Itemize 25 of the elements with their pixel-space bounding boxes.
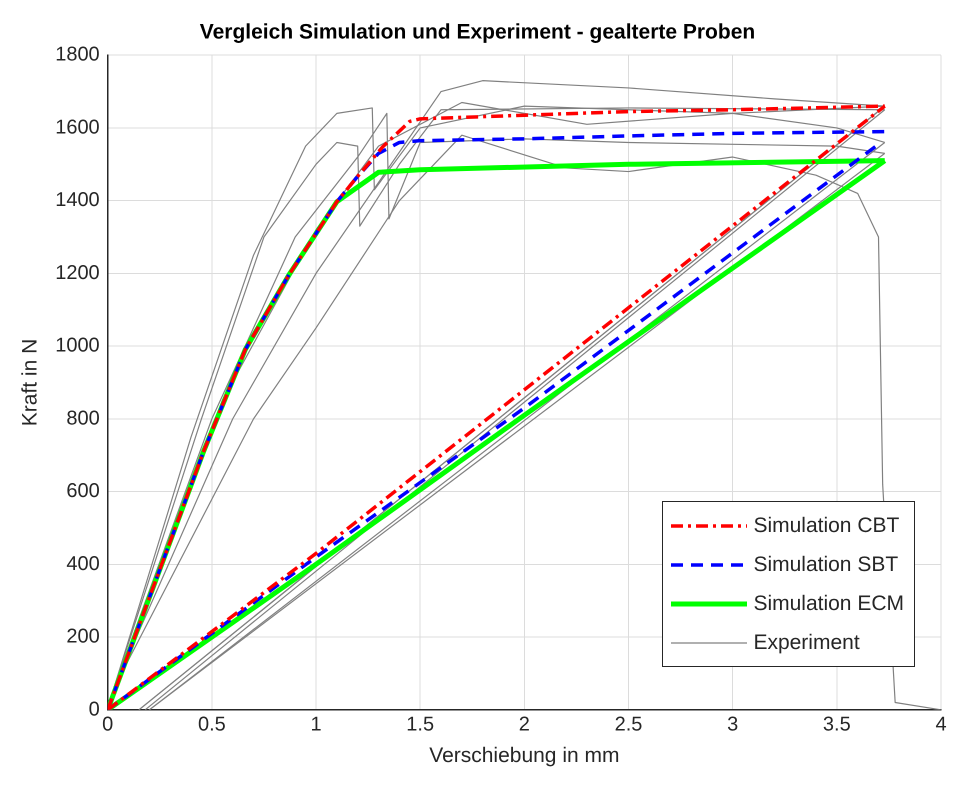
x-tick-label: 1 [310, 713, 322, 736]
chart-title: Vergleich Simulation und Experiment - gealterte Proben [200, 20, 756, 44]
y-tick-label: 0 [88, 698, 100, 720]
x-tick-label: 4 [935, 713, 947, 736]
y-tick-label: 1400 [55, 189, 100, 212]
x-tick-label: 3 [727, 713, 738, 736]
legend-label: Simulation CBT [753, 514, 900, 538]
x-axis-title: Verschiebung in mm [429, 744, 620, 768]
legend-label: Experiment [753, 630, 860, 654]
y-tick-label: 1200 [55, 262, 100, 284]
x-tick-label: 0.5 [198, 713, 226, 736]
x-tick-label: 2 [518, 713, 530, 736]
x-tick-label: 2.5 [614, 713, 642, 736]
legend-label: Simulation SBT [753, 552, 898, 576]
y-tick-label: 400 [66, 552, 100, 575]
x-tick-label: 1.5 [406, 713, 434, 736]
y-tick-label: 1800 [55, 44, 100, 66]
y-axis-title: Kraft in N [18, 338, 42, 426]
legend-label: Simulation ECM [753, 592, 904, 616]
y-tick-label: 200 [66, 626, 100, 648]
y-tick-label: 1600 [55, 116, 100, 138]
y-tick-label: 1000 [55, 334, 100, 357]
y-tick-label: 600 [66, 480, 100, 502]
x-tick-label: 3.5 [822, 713, 851, 736]
y-tick-label: 800 [66, 407, 100, 430]
